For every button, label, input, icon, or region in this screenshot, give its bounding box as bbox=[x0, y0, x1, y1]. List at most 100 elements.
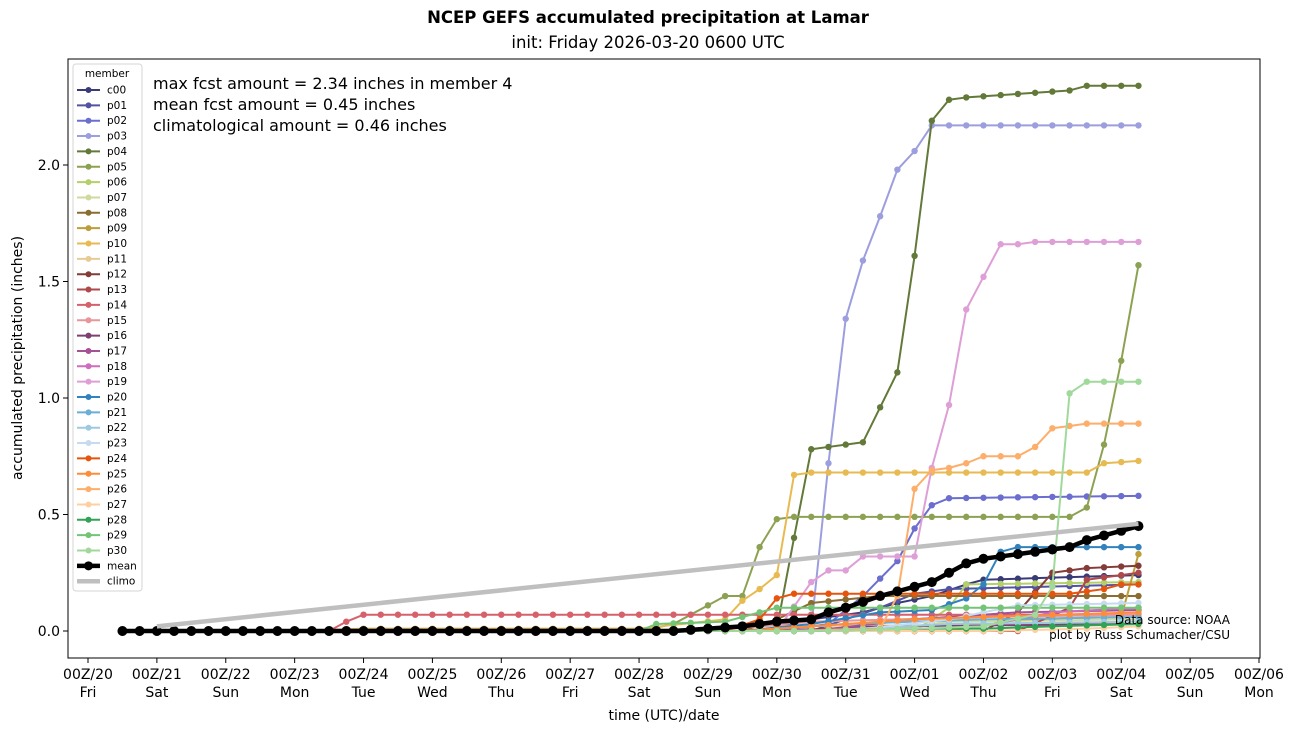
data-point bbox=[997, 91, 1004, 99]
data-point bbox=[1083, 588, 1090, 595]
data-point bbox=[1066, 390, 1073, 397]
data-point bbox=[808, 604, 815, 611]
data-point bbox=[358, 626, 369, 636]
data-point bbox=[876, 404, 884, 411]
data-point bbox=[911, 469, 918, 476]
legend-item-p22: p22 bbox=[77, 422, 127, 434]
credit-data-source: Data source: NOAA bbox=[1115, 613, 1231, 627]
data-point bbox=[928, 604, 936, 611]
y-tick-label: 2.0 bbox=[38, 158, 60, 174]
data-point bbox=[911, 147, 918, 155]
x-tick-label: 00Z/25 bbox=[407, 667, 457, 683]
legend-label: p29 bbox=[107, 530, 127, 542]
data-point bbox=[945, 590, 953, 597]
data-point bbox=[582, 626, 593, 636]
x-tick-label: 00Z/01 bbox=[890, 667, 940, 683]
data-point bbox=[945, 469, 953, 476]
data-point bbox=[1014, 604, 1022, 611]
data-point bbox=[1066, 611, 1073, 618]
series-p04 bbox=[119, 82, 1142, 635]
legend-item-c00: c00 bbox=[77, 85, 126, 97]
data-point bbox=[963, 614, 970, 621]
legend-item-p16: p16 bbox=[77, 330, 127, 342]
data-point bbox=[997, 604, 1004, 611]
data-point bbox=[945, 464, 953, 472]
data-point bbox=[255, 626, 266, 636]
data-point bbox=[1014, 494, 1022, 501]
data-point bbox=[1100, 621, 1108, 629]
legend-label: p10 bbox=[107, 238, 127, 250]
legend-label: p17 bbox=[107, 345, 127, 357]
data-point bbox=[980, 609, 987, 616]
legend-marker bbox=[85, 87, 92, 93]
data-point bbox=[427, 626, 438, 636]
data-point bbox=[928, 513, 936, 521]
data-point bbox=[532, 611, 539, 618]
data-point bbox=[1135, 620, 1142, 628]
data-point bbox=[995, 551, 1006, 562]
data-point bbox=[806, 614, 817, 625]
data-point bbox=[840, 602, 851, 613]
legend-label: p07 bbox=[107, 192, 127, 204]
legend-label: p23 bbox=[107, 438, 127, 450]
data-point bbox=[1118, 621, 1125, 628]
data-point bbox=[1083, 469, 1090, 476]
x-tick-weekday: Thu bbox=[969, 685, 996, 701]
data-point bbox=[1031, 574, 1039, 582]
data-point bbox=[704, 611, 712, 618]
data-point bbox=[1118, 357, 1125, 364]
data-point bbox=[1066, 493, 1073, 500]
data-point bbox=[875, 591, 886, 602]
legend-item-p27: p27 bbox=[77, 499, 127, 511]
data-point bbox=[997, 494, 1004, 501]
data-point bbox=[911, 525, 918, 532]
x-tick-label: 00Z/31 bbox=[821, 667, 871, 683]
data-point bbox=[1031, 238, 1039, 246]
data-point bbox=[978, 553, 989, 564]
data-point bbox=[876, 618, 884, 625]
legend-label: p05 bbox=[107, 161, 127, 173]
series-mean bbox=[117, 521, 1144, 636]
data-point bbox=[789, 615, 800, 626]
legend-marker bbox=[85, 332, 92, 339]
data-point bbox=[1081, 535, 1092, 546]
x-axis: 00Z/20 Fri 00Z/21 Sat 00Z/22 Sun 00Z/23 Mon 00Z/… bbox=[63, 658, 1284, 701]
data-point bbox=[1049, 604, 1056, 611]
data-point bbox=[1135, 604, 1142, 611]
data-point bbox=[825, 567, 832, 574]
data-point bbox=[651, 626, 662, 636]
data-point bbox=[876, 626, 884, 633]
data-point bbox=[1014, 615, 1022, 622]
data-point bbox=[1066, 422, 1073, 430]
data-point bbox=[1014, 453, 1022, 460]
data-point bbox=[1049, 238, 1056, 246]
data-point bbox=[653, 620, 660, 628]
data-point bbox=[808, 446, 815, 453]
data-point bbox=[1099, 530, 1110, 541]
legend-item-p30: p30 bbox=[77, 545, 127, 557]
legend-marker bbox=[85, 378, 92, 385]
data-point bbox=[790, 471, 798, 479]
data-point bbox=[618, 611, 626, 618]
data-point bbox=[1031, 611, 1039, 618]
data-point bbox=[1100, 420, 1108, 427]
data-point bbox=[894, 469, 901, 476]
data-point bbox=[842, 590, 849, 597]
data-point bbox=[1083, 238, 1090, 246]
data-point bbox=[859, 626, 867, 634]
data-point bbox=[1116, 525, 1127, 536]
data-point bbox=[461, 626, 472, 636]
x-tick-weekday: Mon bbox=[1244, 685, 1274, 701]
series-p26 bbox=[119, 420, 1142, 635]
legend-item-p09: p09 bbox=[77, 223, 127, 235]
plot-frame bbox=[67, 58, 1261, 659]
x-tick-weekday: Sat bbox=[1110, 685, 1133, 701]
data-point bbox=[670, 620, 677, 627]
data-point bbox=[842, 567, 849, 574]
legend-item-p20: p20 bbox=[77, 392, 127, 404]
data-point bbox=[859, 612, 867, 619]
data-point bbox=[756, 543, 763, 551]
legend-label: p28 bbox=[107, 514, 127, 526]
data-point bbox=[670, 611, 677, 618]
legend-marker bbox=[85, 347, 92, 354]
